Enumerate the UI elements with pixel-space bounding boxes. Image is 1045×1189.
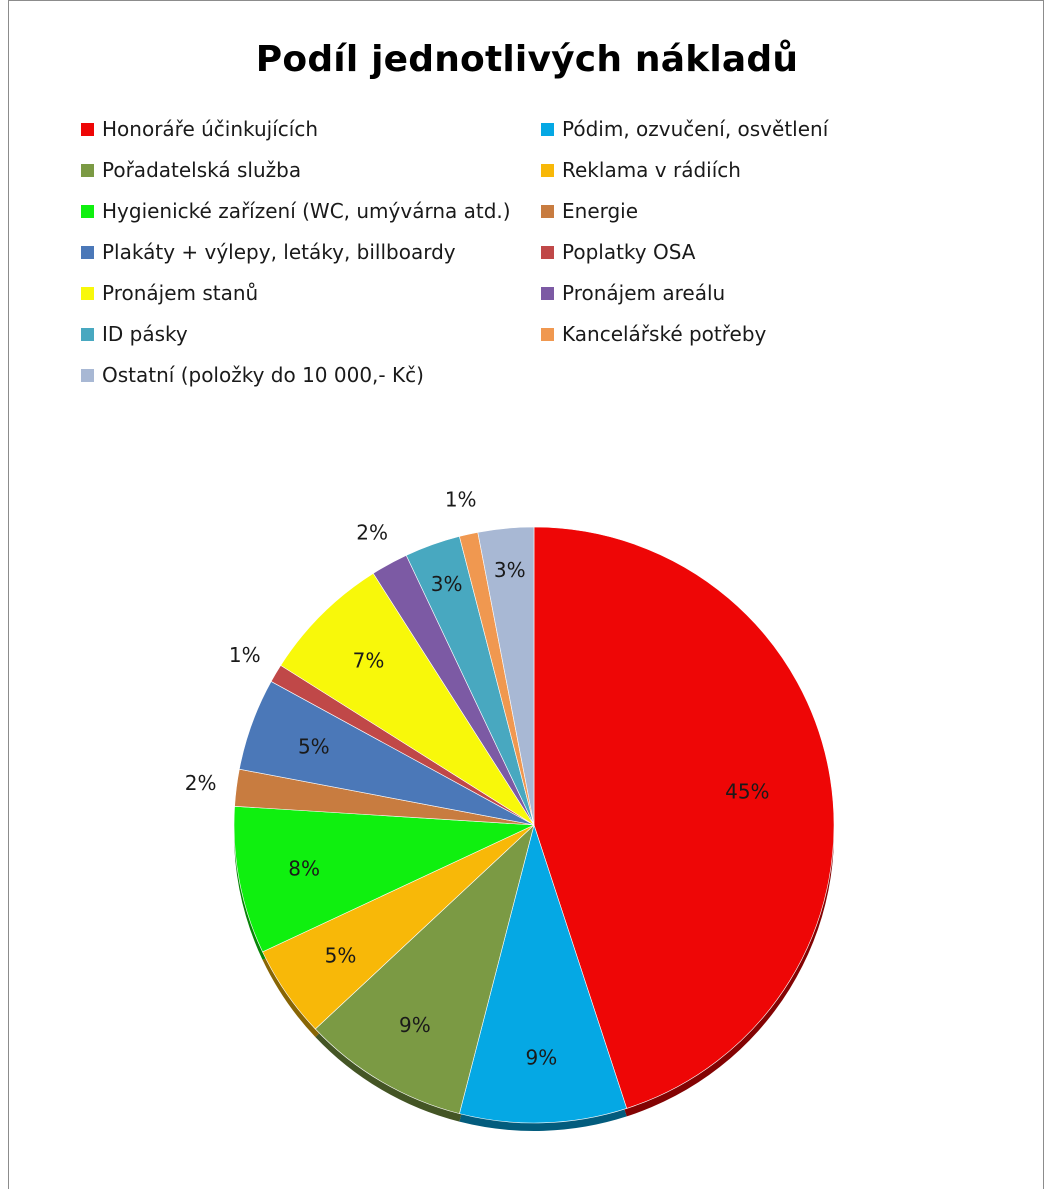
legend-item: Hygienické zařízení (WC, umývárna atd.) — [81, 196, 511, 226]
legend-swatch — [541, 245, 554, 259]
legend-swatch — [541, 204, 554, 218]
legend-swatch — [81, 286, 94, 300]
legend-label: Poplatky OSA — [562, 240, 696, 264]
legend-item: Pořadatelská služba — [81, 155, 301, 185]
legend-item: Pronájem areálu — [541, 278, 725, 308]
pie-data-label: 45% — [725, 779, 769, 803]
legend-item: Honoráře účinkujících — [81, 114, 318, 144]
legend-label: Energie — [562, 199, 639, 223]
legend-swatch — [541, 122, 554, 136]
pie-data-label: 3% — [494, 558, 526, 582]
legend-item: Reklama v rádiích — [541, 155, 741, 185]
pie-data-label: 1% — [445, 487, 477, 511]
legend-label: Honoráře účinkujících — [102, 117, 318, 141]
pie-data-label: 5% — [325, 944, 357, 968]
legend-swatch — [81, 327, 94, 341]
legend-item: Kancelářské potřeby — [541, 319, 766, 349]
legend-swatch — [81, 368, 94, 382]
legend-item: Ostatní (položky do 10 000,- Kč) — [81, 360, 424, 390]
legend-label: Ostatní (položky do 10 000,- Kč) — [102, 363, 424, 387]
legend-label: Pódim, ozvučení, osvětlení — [562, 117, 829, 141]
legend-swatch — [541, 286, 554, 300]
legend-swatch — [541, 163, 554, 177]
legend-label: Hygienické zařízení (WC, umývárna atd.) — [102, 199, 511, 223]
pie-data-label: 7% — [353, 649, 385, 673]
pie-data-label: 9% — [525, 1045, 557, 1069]
legend-swatch — [81, 204, 94, 218]
pie-data-label: 2% — [185, 771, 217, 795]
pie-data-label: 2% — [356, 521, 388, 545]
pie-slice — [477, 526, 535, 826]
legend-item: Pódim, ozvučení, osvětlení — [541, 114, 828, 144]
pie-slice — [314, 824, 535, 1115]
pie-slice — [533, 526, 835, 1109]
legend-label: Pronájem stanů — [102, 281, 259, 305]
legend-label: Kancelářské potřeby — [562, 322, 767, 346]
legend-item: ID pásky — [81, 319, 188, 349]
pie-slices — [233, 526, 835, 1124]
pie-slice — [459, 823, 628, 1124]
pie-labels: 45% 9% 9% 5% 8% 2% 5% 1% 7% 2% 3% 1% 3% — [185, 487, 770, 1069]
legend-label: Pronájem areálu — [562, 281, 726, 305]
legend-item: Pronájem stanů — [81, 278, 258, 308]
pie-slice — [233, 805, 535, 953]
legend-swatch — [81, 122, 94, 136]
pie-data-label: 1% — [229, 643, 261, 667]
pie-data-label: 9% — [399, 1013, 431, 1037]
legend-swatch — [81, 163, 94, 177]
pie-data-label: 5% — [298, 734, 330, 758]
legend-label: ID pásky — [102, 322, 188, 346]
legend-swatch — [541, 327, 554, 341]
pie-slice — [280, 572, 535, 826]
pie-data-label: 3% — [431, 572, 463, 596]
legend-item: Poplatky OSA — [541, 237, 696, 267]
legend-label: Plakáty + výlepy, letáky, billboardy — [102, 240, 456, 264]
legend-label: Reklama v rádiích — [562, 158, 741, 182]
chart-title: Podíl jednotlivých nákladů — [255, 39, 799, 80]
legend-item: Energie — [541, 196, 638, 226]
legend-swatch — [81, 245, 94, 259]
legend-label: Pořadatelská služba — [102, 158, 302, 182]
legend-item: Plakáty + výlepy, letáky, billboardy — [81, 237, 456, 267]
pie-data-label: 8% — [288, 857, 320, 881]
